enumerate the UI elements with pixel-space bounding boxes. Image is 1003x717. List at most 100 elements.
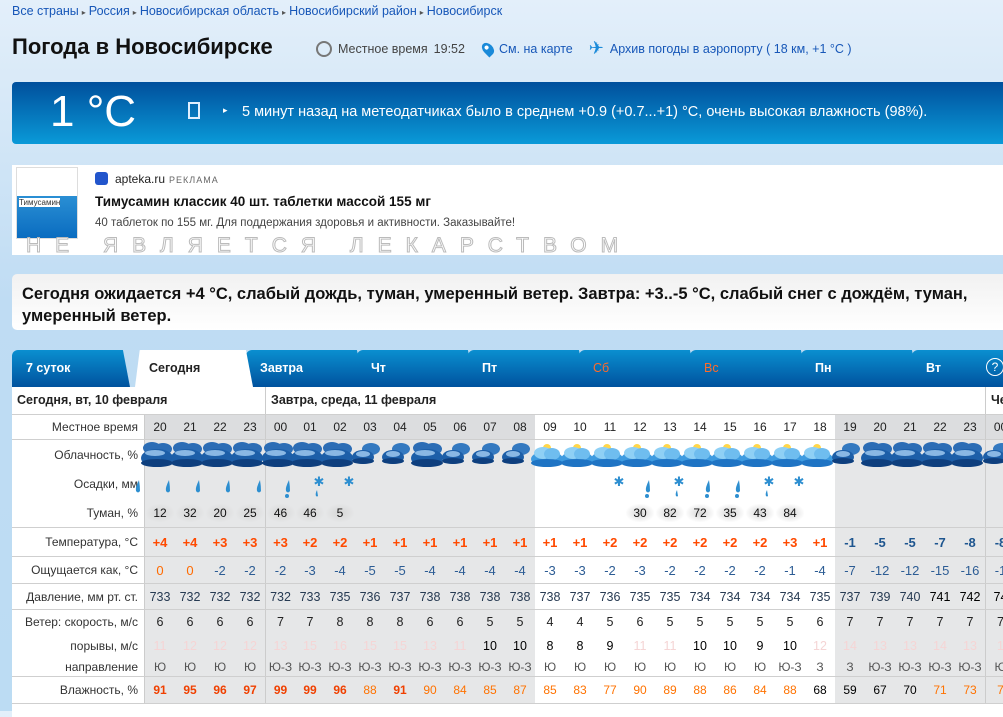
tab-0[interactable]: 7 суток [12, 350, 130, 387]
temp-cell: +1 [355, 528, 385, 556]
time-cell: 10 [573, 420, 587, 434]
pressure-cell: 737 [835, 584, 865, 609]
overcast-cloud-icon [171, 440, 205, 470]
temp-cell: +2 [692, 535, 708, 550]
pressure-cell: 733 [145, 584, 175, 609]
humidity-cell: 71 [925, 677, 955, 703]
wind-cell: 6 [415, 610, 445, 635]
direction-cell: Ю [145, 657, 175, 676]
breadcrumb-link[interactable]: Новосибирская область [139, 4, 280, 18]
ad-headline[interactable]: Тимусамин классик 40 шт. таблетки массой… [95, 194, 431, 209]
gusts-cell: 10 [693, 639, 707, 653]
fog-cell [355, 499, 385, 527]
tab-3[interactable]: Чт [357, 350, 475, 387]
breadcrumb-link[interactable]: Россия [88, 4, 130, 18]
time-cell: 21 [175, 415, 205, 439]
feels-cell: -1 [985, 557, 1003, 583]
forecast-summary: Сегодня ожидается +4 °C, слабый дождь, т… [12, 274, 1003, 330]
direction-cell: Ю [205, 657, 235, 676]
time-cell: 12 [633, 420, 647, 434]
cloudy-day-cloud-icon [561, 440, 595, 470]
precip-cell [955, 470, 985, 499]
time-cell: 11 [603, 420, 617, 434]
time-cell: 19 [835, 415, 865, 439]
time-cell: 20 [865, 415, 895, 439]
direction-cell: Ю [693, 660, 707, 674]
tab-7[interactable]: Пн [801, 350, 919, 387]
wind-cell: 7 [925, 610, 955, 635]
ad-source[interactable]: apteka.ru РЕКЛАМА [115, 172, 219, 186]
humidity-cell: 96 [205, 677, 235, 703]
precip-cell [895, 470, 925, 499]
sensor-message[interactable]: 5 минут назад на метеодатчиках было в ср… [242, 104, 928, 120]
pressure-cell: 740 [895, 584, 925, 609]
temp-cell: +1 [812, 535, 828, 550]
day-header: Завтра, среда, 11 февраля [265, 387, 441, 415]
fog-cell [865, 499, 895, 527]
row-label: Местное время [12, 415, 145, 439]
gusts-cell: 12 [175, 635, 205, 657]
row-wind: Ветер: скорость, м/с 6 6 6 6 7 7 8 8 8 6 6 5 5 4 4 5 6 5 5 5… [12, 610, 1003, 635]
tab-6[interactable]: Вс [690, 350, 808, 387]
feels-cell: -3 [634, 563, 646, 578]
humidity-cell: 88 [355, 677, 385, 703]
tab-4[interactable]: Пт [468, 350, 586, 387]
cloudy-day-cloud-icon [651, 440, 685, 470]
tab-5[interactable]: Сб [579, 350, 697, 387]
ad-product-image[interactable]: Тимусамин [16, 167, 78, 239]
rain-snow-icon [705, 470, 745, 499]
precip-cell [925, 470, 955, 499]
time-cell: 22 [925, 415, 955, 439]
direction-cell: Ю-З [325, 657, 355, 676]
row-label: Влажность, % [12, 677, 145, 703]
precip-cell [985, 470, 1003, 499]
row-label: Ощущается как, °C [12, 557, 145, 583]
gusts-cell: 11 [145, 635, 175, 657]
precip-cell [385, 470, 415, 499]
temp-cell: +3 [205, 528, 235, 556]
pressure-cell: 739 [865, 584, 895, 609]
row-clouds: Облачность, % [12, 440, 1003, 470]
time-cell: 17 [783, 420, 797, 434]
humidity-cell: 97 [235, 677, 265, 703]
row-humidity: Влажность, % 91 95 96 97 99 99 96 88 91 90 84 85 87 85… [12, 677, 1003, 704]
gusts-cell: 9 [606, 639, 614, 653]
help-icon[interactable]: ? [986, 358, 1003, 376]
time-cell: 23 [955, 415, 985, 439]
breadcrumb-link[interactable]: Новосибирский район [289, 4, 417, 18]
wind-cell: 4 [576, 615, 584, 629]
humidity-cell: 85 [475, 677, 505, 703]
gusts-cell: 11 [445, 635, 475, 657]
direction-cell: Ю-З [955, 657, 985, 676]
tab-2[interactable]: Завтра [246, 350, 364, 387]
feels-cell: -2 [754, 563, 766, 578]
direction-cell: Ю [603, 660, 617, 674]
airport-archive-link[interactable]: Архив погоды в аэропорту ( 18 км, +1 °C … [609, 41, 852, 56]
cloudy-day-cloud-icon [591, 440, 625, 470]
snow-icon: ✱ [794, 470, 835, 499]
advertisement[interactable]: Тимусамин apteka.ru РЕКЛАМА Тимусамин кла… [12, 165, 1003, 258]
snow-rain-icon: ✱ [314, 470, 355, 499]
gusts-cell: 1 [985, 635, 1003, 657]
overcast-cloud-icon [231, 440, 265, 470]
fog-cell [805, 499, 835, 527]
feels-cell: -4 [505, 557, 535, 583]
humidity-cell: 96 [325, 677, 355, 703]
pressure-cell: 732 [205, 584, 235, 609]
row-label: Температура, °C [12, 528, 145, 556]
fog-cell [475, 499, 505, 527]
map-link[interactable]: См. на карте [498, 41, 573, 56]
row-fog: Туман, % 12 32 20 25 46 46 5 30 82 72 35 43 84 [12, 499, 1003, 528]
tab-1[interactable]: Сегодня [135, 350, 253, 387]
cloudy-day-cloud-icon [681, 440, 715, 470]
precip-cell [475, 470, 505, 499]
breadcrumb-link[interactable]: Новосибирск [426, 4, 503, 18]
wind-cell: 6 [145, 610, 175, 635]
wind-cell: 8 [355, 610, 385, 635]
humidity-cell: 86 [723, 683, 737, 697]
wind-cell: 7 [295, 610, 325, 635]
cloudy-day-cloud-icon [741, 440, 775, 470]
breadcrumb-link[interactable]: Все страны [12, 4, 79, 18]
fog-cell: 43 [745, 499, 775, 527]
breadcrumb-separator-icon: ▸ [419, 8, 424, 17]
